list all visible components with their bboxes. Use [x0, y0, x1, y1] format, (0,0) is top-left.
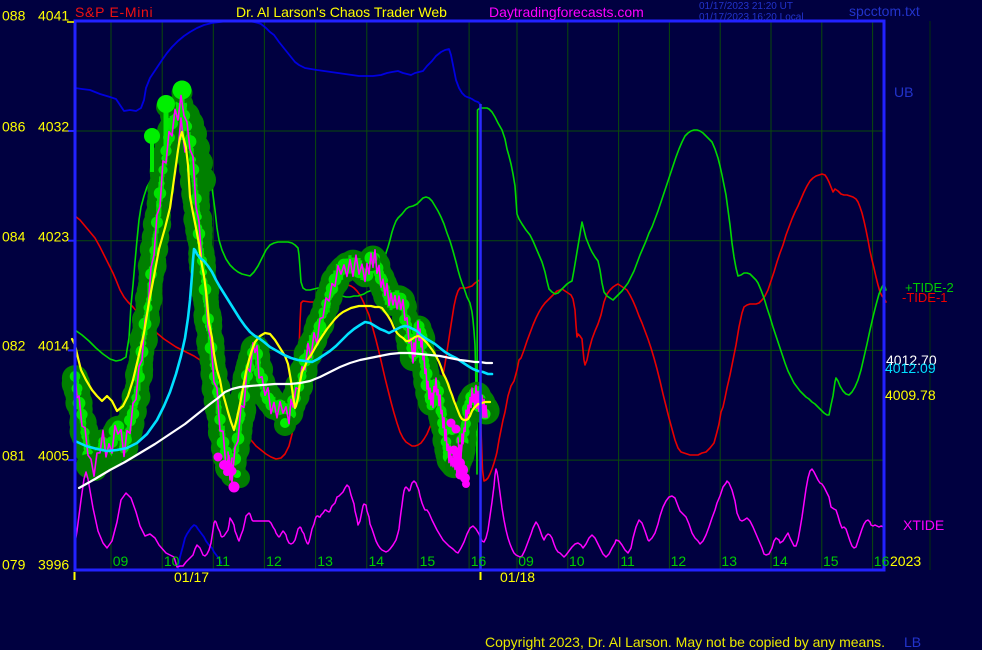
svg-text:14: 14 [368, 553, 384, 569]
svg-text:12: 12 [266, 553, 282, 569]
svg-text:11: 11 [620, 553, 635, 569]
svg-text:13: 13 [721, 553, 737, 569]
svg-text:084: 084 [2, 229, 26, 245]
svg-text:082: 082 [2, 338, 26, 354]
svg-text:spcctom.txt: spcctom.txt [849, 3, 920, 19]
svg-text:081: 081 [2, 448, 26, 464]
svg-text:4012.09: 4012.09 [885, 360, 936, 376]
svg-text:01/18: 01/18 [500, 569, 535, 585]
svg-text:XTIDE: XTIDE [903, 517, 944, 533]
svg-text:14: 14 [772, 553, 788, 569]
svg-text:09: 09 [518, 553, 534, 569]
svg-text:Dr. Al Larson's Chaos Trader W: Dr. Al Larson's Chaos Trader Web [236, 4, 447, 20]
svg-text:10: 10 [164, 553, 180, 569]
svg-text:12: 12 [671, 553, 687, 569]
svg-text:4012.70: 4012.70 [886, 352, 937, 368]
svg-text:UB: UB [894, 84, 913, 100]
svg-text:09: 09 [113, 553, 129, 569]
svg-text:Daytradingforecasts.com: Daytradingforecasts.com [489, 4, 644, 20]
svg-text:4041: 4041 [38, 8, 69, 24]
svg-text:-TIDE-1: -TIDE-1 [902, 290, 948, 305]
svg-text:13: 13 [317, 553, 333, 569]
svg-text:3996: 3996 [38, 557, 69, 573]
svg-text:4032: 4032 [38, 119, 69, 135]
svg-text:Copyright 2023, Dr. Al Larson.: Copyright 2023, Dr. Al Larson. May not b… [485, 634, 885, 650]
svg-text:15: 15 [823, 553, 839, 569]
svg-text:+TIDE-2: +TIDE-2 [905, 280, 954, 295]
svg-text:16: 16 [874, 553, 890, 569]
svg-text:11: 11 [216, 553, 231, 569]
svg-text:2023: 2023 [890, 553, 921, 569]
svg-text:086: 086 [2, 119, 26, 135]
svg-text:01/17/2023 21:20 UT: 01/17/2023 21:20 UT [699, 1, 793, 12]
svg-text:01/17: 01/17 [174, 569, 209, 585]
svg-text:4009.78: 4009.78 [885, 387, 936, 403]
svg-text:16: 16 [471, 553, 487, 569]
svg-text:088: 088 [2, 8, 26, 24]
svg-text:4005: 4005 [38, 448, 69, 464]
svg-text:10: 10 [569, 553, 585, 569]
svg-text:15: 15 [420, 553, 436, 569]
svg-text:079: 079 [2, 557, 26, 573]
svg-text:4023: 4023 [38, 229, 69, 245]
svg-text:01/17/2023 16:20 Local: 01/17/2023 16:20 Local [699, 12, 804, 23]
svg-text:4014: 4014 [38, 338, 69, 354]
svg-text:LB: LB [904, 634, 921, 650]
svg-text:S&P E-Mini: S&P E-Mini [75, 4, 153, 20]
